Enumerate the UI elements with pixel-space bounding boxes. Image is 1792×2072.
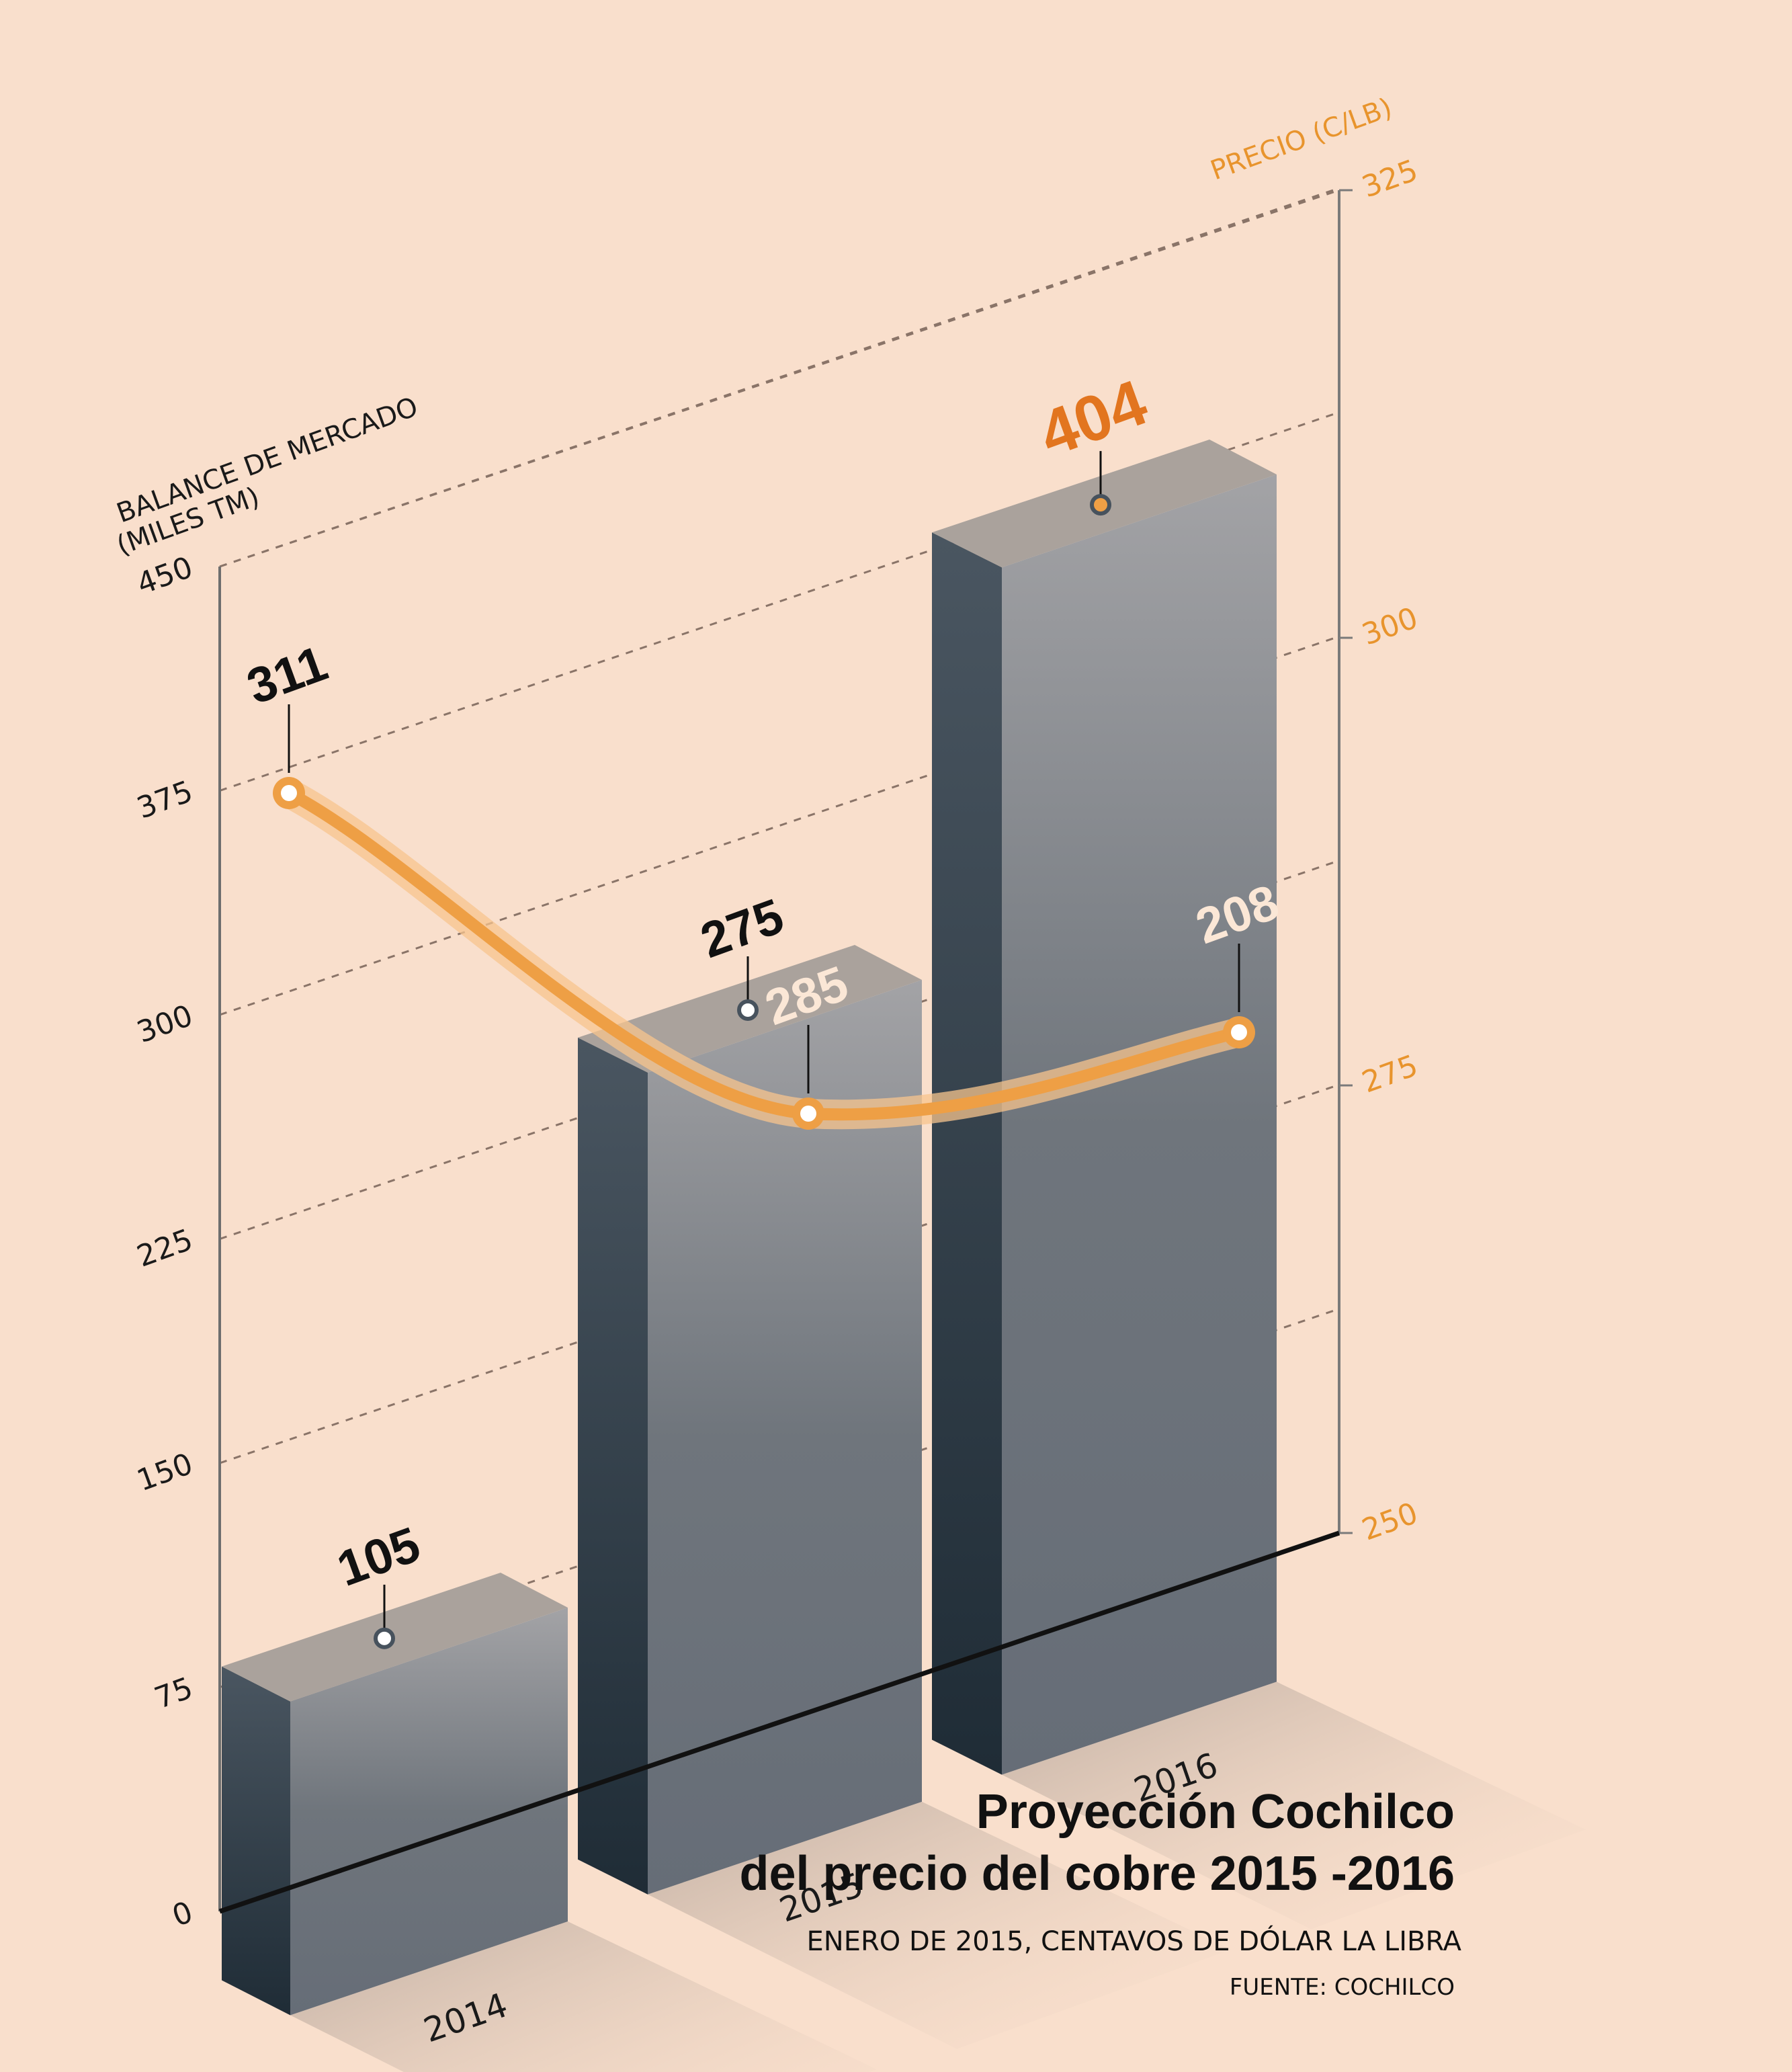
right-tick-label: 325 (1357, 153, 1422, 205)
gridline (219, 189, 1340, 568)
bar-front-face (290, 1608, 568, 2016)
left-axis-label-line1: BALANCE DE MERCADO (113, 391, 422, 529)
right-tick-label: 275 (1357, 1048, 1422, 1100)
chart-title-line1: Proyección Cochilco (976, 1785, 1455, 1839)
left-tick-label: 75 (150, 1671, 197, 1716)
bars (222, 439, 1277, 2016)
bar-front-face (1002, 474, 1277, 1775)
gridline (219, 1083, 1340, 1464)
bar-shadow (1002, 1682, 1586, 1930)
gridline (219, 860, 1340, 1240)
bar-value-label: 275 (693, 888, 790, 968)
bar-side-face (222, 1666, 290, 2016)
right-axis-ticks: 250 275 300 325 (1339, 153, 1422, 1548)
bar-front-face (648, 980, 922, 1895)
left-tick-label: 225 (132, 1223, 197, 1274)
bar-shadow (290, 1921, 877, 2072)
bar-value-marker (737, 999, 759, 1021)
price-point (800, 1106, 816, 1122)
left-tick-label: 0 (168, 1895, 198, 1934)
bar-value-label: 404 (1030, 366, 1156, 470)
chart-source: FUENTE: COCHILCO (1230, 1974, 1455, 2001)
bar-value-marker (1090, 494, 1111, 516)
bar-shadows (290, 1682, 1586, 2072)
chart-title-line2: del precio del cobre 2015 -2016 (739, 1847, 1455, 1901)
right-tick-label: 250 (1357, 1496, 1422, 1548)
gridline (219, 635, 1340, 1016)
price-point (281, 785, 297, 801)
bar-shadow (648, 1801, 1231, 2049)
left-tick-label: 300 (132, 999, 197, 1050)
chart-subtitle: ENERO DE 2015, CENTAVOS DE DÓLAR LA LIBR… (807, 1925, 1462, 1957)
bar-side-face (932, 532, 1002, 1775)
left-tick-label: 375 (132, 774, 197, 826)
bar-value-marker (374, 1627, 395, 1649)
left-tick-label: 450 (132, 550, 197, 602)
bar-side-face (578, 1037, 648, 1895)
price-line-path (283, 787, 1245, 1121)
right-tick-label: 300 (1357, 601, 1422, 653)
category-axis-line (218, 1530, 1340, 1914)
left-axis-ticks: 0 75 150 225 300 375 450 (132, 550, 197, 1934)
left-tick-label: 150 (132, 1447, 197, 1499)
gridline (219, 411, 1340, 792)
price-point (1231, 1024, 1247, 1040)
price-value-label: 311 (240, 635, 335, 715)
bar-value-label: 105 (330, 1516, 427, 1597)
